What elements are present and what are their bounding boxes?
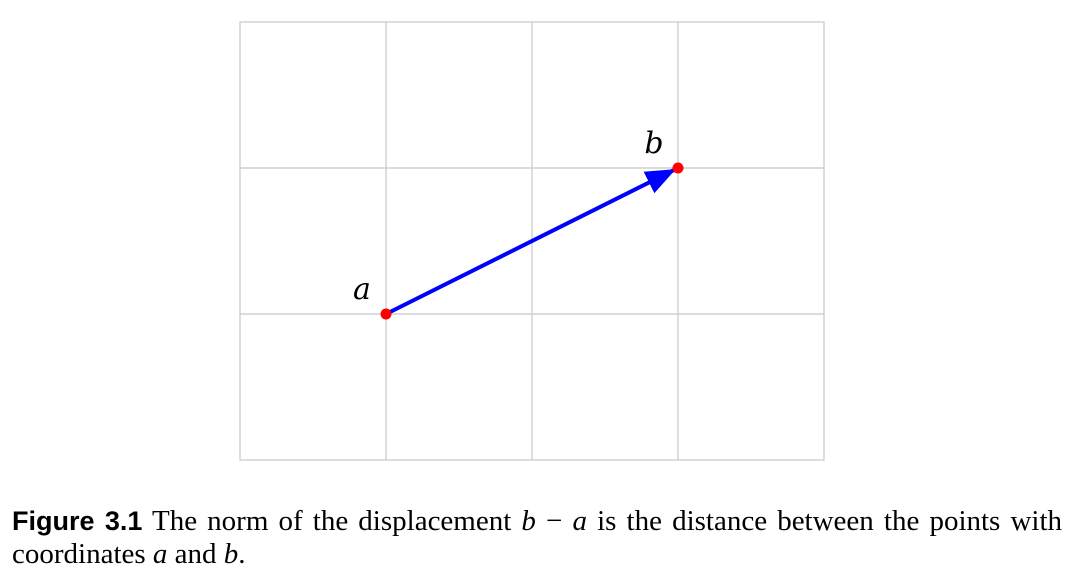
point-b xyxy=(672,162,684,174)
point-label-b: b xyxy=(644,126,663,161)
caption-text-segment: . xyxy=(238,538,246,570)
point-label-a: a xyxy=(353,272,371,307)
coordinate-grid xyxy=(239,21,825,461)
caption-text: The norm of the displacement b − a is th… xyxy=(12,505,1062,570)
displacement-diagram: ab xyxy=(239,21,825,461)
figure-label: Figure 3.1 xyxy=(12,506,143,536)
caption-text-segment: The norm of the displacement xyxy=(142,505,522,537)
displacement-arrow xyxy=(385,168,676,316)
caption-text-segment: and xyxy=(167,538,224,570)
caption-text-segment: is the distance between the points with … xyxy=(12,505,1063,570)
point-a xyxy=(380,308,392,320)
caption-math-symbol: a xyxy=(152,538,168,570)
caption-text-segment: − xyxy=(535,505,573,537)
points: ab xyxy=(353,126,684,320)
caption-math-symbol: b xyxy=(521,505,536,537)
figure-caption: Figure 3.1 The norm of the displacement … xyxy=(12,505,1062,571)
caption-math-symbol: b xyxy=(223,538,239,570)
caption-math-symbol: a xyxy=(572,505,587,537)
